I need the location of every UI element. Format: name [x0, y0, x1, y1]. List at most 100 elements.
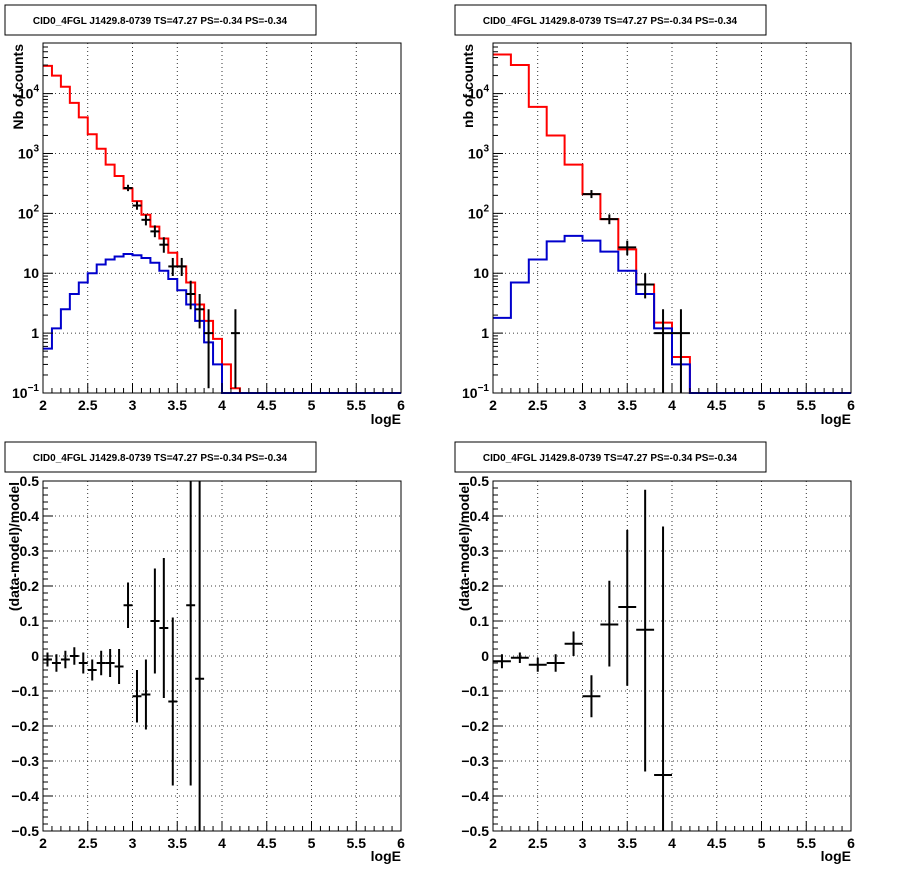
- data-point: [51, 654, 61, 672]
- x-tick-label: 2: [489, 835, 497, 851]
- x-tick-label: 5: [758, 397, 766, 413]
- x-tick-label: 6: [397, 835, 405, 851]
- y-tick-label: 0.3: [470, 543, 490, 559]
- data-point: [618, 240, 637, 256]
- x-tick-label: 2.5: [78, 397, 98, 413]
- data-point: [195, 481, 205, 831]
- data-point: [159, 558, 169, 698]
- y-tick-exponent: −1: [478, 383, 490, 394]
- y-tick-label: 0.5: [470, 473, 490, 489]
- data-point: [177, 257, 187, 276]
- y-tick-label: 1: [31, 325, 39, 341]
- x-tick-label: 6: [847, 835, 855, 851]
- title-box-spectrum-right: CID0_4FGL J1429.8-0739 TS=47.27 PS=-0.34…: [454, 4, 767, 36]
- xlabel-spectrum-left: logE: [371, 411, 401, 427]
- x-tick-label: 2: [39, 835, 47, 851]
- x-tick-label: 2: [489, 397, 497, 413]
- x-tick-label: 5.5: [797, 397, 817, 413]
- title-residual-left: CID0_4FGL J1429.8-0739 TS=47.27 PS=-0.34…: [33, 453, 288, 464]
- y-tick-label: −0.1: [11, 683, 39, 699]
- plot-area: [43, 43, 401, 393]
- x-tick-label: 5: [758, 835, 766, 851]
- data-point: [564, 631, 583, 656]
- data-point: [69, 647, 79, 665]
- y-tick-label: 0: [31, 648, 39, 664]
- data-point: [132, 670, 142, 723]
- data-points: [123, 184, 240, 389]
- y-tick-exponent: 4: [483, 84, 489, 95]
- y-tick-exponent: 2: [483, 203, 489, 214]
- data-point: [654, 526, 672, 831]
- y-tick-label: 10: [473, 265, 489, 281]
- data-point: [672, 309, 690, 393]
- panel-spectrum-left: CID0_4FGL J1429.8-0739 TS=47.27 PS=-0.34…: [4, 4, 405, 427]
- x-tick-label: 6: [847, 397, 855, 413]
- title-box-spectrum-left: CID0_4FGL J1429.8-0739 TS=47.27 PS=-0.34…: [4, 4, 317, 36]
- data-point: [600, 580, 619, 667]
- y-tick-label: 0.1: [20, 613, 40, 629]
- data-point: [114, 649, 124, 684]
- x-tick-label: 3.5: [168, 397, 188, 413]
- y-tick-label: 102: [18, 203, 40, 221]
- x-tick-label: 4: [668, 835, 676, 851]
- x-tick-label: 3.5: [618, 835, 638, 851]
- x-tick-label: 4.5: [257, 397, 277, 413]
- x-tick-label: 3.5: [168, 835, 188, 851]
- data-point: [186, 280, 196, 310]
- panel-residual-left: CID0_4FGL J1429.8-0739 TS=47.27 PS=-0.34…: [4, 441, 405, 864]
- y-tick-label: −0.2: [11, 718, 39, 734]
- data-point: [132, 201, 142, 210]
- x-tick-label: 4: [218, 397, 226, 413]
- data-point: [195, 294, 205, 329]
- x-axis: 2 2.5 3 3.5 4 4.5 5 5.5 6: [39, 821, 405, 851]
- y-tick-exponent: −1: [28, 383, 40, 394]
- data-point: [43, 652, 52, 667]
- y-tick-label: 0.4: [470, 508, 490, 524]
- x-tick-label: 3: [579, 397, 587, 413]
- data-point: [546, 654, 565, 672]
- title-box-residual-left: CID0_4FGL J1429.8-0739 TS=47.27 PS=-0.34…: [4, 441, 317, 473]
- data-point: [141, 214, 151, 226]
- ylabel-spectrum-right: nb of counts: [460, 44, 476, 128]
- data-point: [123, 184, 133, 192]
- y-tick-label: −0.3: [11, 753, 39, 769]
- x-tick-label: 5.5: [797, 835, 817, 851]
- y-tick-label: −0.5: [461, 823, 489, 839]
- data-point: [654, 309, 672, 393]
- y-tick-label: −0.1: [461, 683, 489, 699]
- xlabel-residual-right: logE: [821, 848, 851, 864]
- data-point: [150, 568, 160, 674]
- y-tick-label: 102: [468, 203, 490, 221]
- x-tick-label: 5: [308, 835, 316, 851]
- xlabel-spectrum-right: logE: [821, 411, 851, 427]
- x-axis: 2 2.5 3 3.5 4 4.5 5 5.5 6: [489, 821, 855, 851]
- data-point: [60, 650, 70, 669]
- x-tick-label: 3.5: [618, 397, 638, 413]
- y-tick-label: 0: [481, 648, 489, 664]
- y-tick-label: −0.3: [461, 753, 489, 769]
- panel-spectrum-right: CID0_4FGL J1429.8-0739 TS=47.27 PS=-0.34…: [454, 4, 855, 427]
- data-point: [493, 654, 511, 669]
- y-tick-label: 0.1: [470, 613, 490, 629]
- y-tick-label: −0.5: [11, 823, 39, 839]
- y-axis: −0.5 −0.4 −0.3 −0.2 −0.1 0 0.1 0.2 0.3 0.4 0.5: [11, 473, 53, 839]
- x-tick-label: 3: [129, 397, 137, 413]
- data-point: [141, 659, 151, 730]
- title-spectrum-right: CID0_4FGL J1429.8-0739 TS=47.27 PS=-0.34…: [483, 16, 738, 27]
- data-point: [582, 675, 601, 718]
- x-tick-label: 4.5: [257, 835, 277, 851]
- data-points: [493, 489, 672, 831]
- title-residual-right: CID0_4FGL J1429.8-0739 TS=47.27 PS=-0.34…: [483, 453, 738, 464]
- y-tick-exponent: 2: [33, 203, 39, 214]
- y-tick-label: 1: [481, 325, 489, 341]
- title-box-residual-right: CID0_4FGL J1429.8-0739 TS=47.27 PS=-0.34…: [454, 441, 767, 473]
- data-point: [204, 309, 214, 389]
- data-point: [168, 257, 178, 276]
- y-axis: −0.5 −0.4 −0.3 −0.2 −0.1 0 0.1 0.2 0.3 0.4 0.5: [461, 473, 503, 839]
- data-point: [96, 650, 106, 676]
- data-point: [600, 214, 619, 225]
- x-tick-label: 4.5: [707, 835, 727, 851]
- x-tick-label: 2.5: [528, 397, 548, 413]
- x-tick-label: 5: [308, 397, 316, 413]
- y-tick-label: −0.2: [461, 718, 489, 734]
